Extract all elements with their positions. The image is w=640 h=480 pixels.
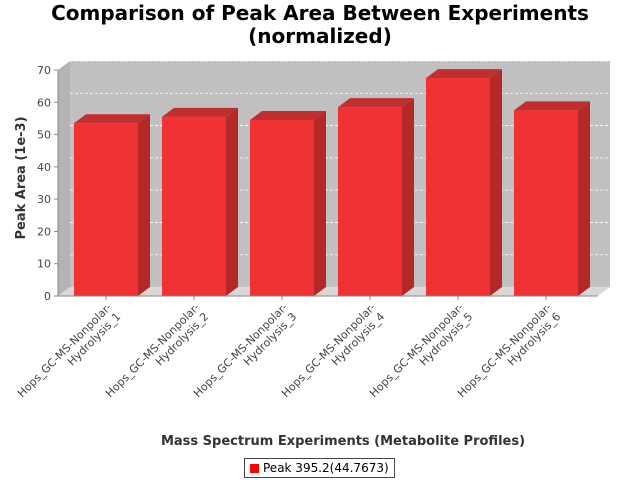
bar-top bbox=[162, 107, 238, 117]
legend-swatch bbox=[250, 463, 259, 473]
bar-top bbox=[426, 69, 502, 79]
bar-side bbox=[402, 98, 414, 296]
bar-side bbox=[578, 101, 590, 296]
bar-front bbox=[426, 78, 490, 296]
bar bbox=[250, 111, 326, 297]
bar bbox=[338, 98, 414, 296]
y-tick-label: 20 bbox=[37, 225, 51, 238]
y-tick-label: 0 bbox=[44, 290, 51, 303]
bar-top bbox=[74, 114, 150, 124]
x-tick-label-line: Hops_GC-MS-Nonpolar- bbox=[15, 301, 114, 400]
bar-top bbox=[514, 101, 590, 111]
bar-front bbox=[162, 116, 226, 296]
legend: Peak 395.2(44.7673) bbox=[244, 458, 395, 478]
bar-side bbox=[226, 107, 238, 296]
bar-front bbox=[74, 123, 138, 297]
bar-front bbox=[250, 120, 314, 297]
plot-side-wall bbox=[58, 61, 70, 296]
y-tick-label: 10 bbox=[37, 258, 51, 271]
bar-side bbox=[314, 111, 326, 297]
bar-front bbox=[514, 110, 578, 296]
bar-top bbox=[250, 111, 326, 121]
chart-title-line-2: (normalized) bbox=[248, 24, 392, 48]
x-axis: Hops_GC-MS-Nonpolar-Hydrolysis_1Hops_GC-… bbox=[15, 295, 598, 400]
chart-title: Comparison of Peak Area Between Experime… bbox=[0, 2, 640, 48]
x-axis-label: Mass Spectrum Experiments (Metabolite Pr… bbox=[161, 434, 525, 449]
bar bbox=[426, 69, 502, 296]
chart-title-line-1: Comparison of Peak Area Between Experime… bbox=[51, 1, 589, 25]
bar-side bbox=[490, 69, 502, 296]
y-tick-label: 40 bbox=[37, 161, 51, 174]
y-tick-label: 70 bbox=[37, 64, 51, 77]
y-axis-label: Peak Area (1e-3) bbox=[14, 116, 29, 239]
bar bbox=[514, 101, 590, 296]
bar bbox=[162, 107, 238, 296]
y-axis: 0 10 20 30 40 50 60 70 bbox=[37, 64, 59, 303]
bar-front bbox=[338, 107, 402, 296]
bars bbox=[74, 69, 590, 297]
bar-side bbox=[138, 114, 150, 297]
y-tick-label: 30 bbox=[37, 193, 51, 206]
legend-label: Peak 395.2(44.7673) bbox=[263, 461, 389, 475]
bar-top bbox=[338, 98, 414, 108]
y-tick-label: 60 bbox=[37, 96, 51, 109]
bar bbox=[74, 114, 150, 297]
y-tick-label: 50 bbox=[37, 129, 51, 142]
